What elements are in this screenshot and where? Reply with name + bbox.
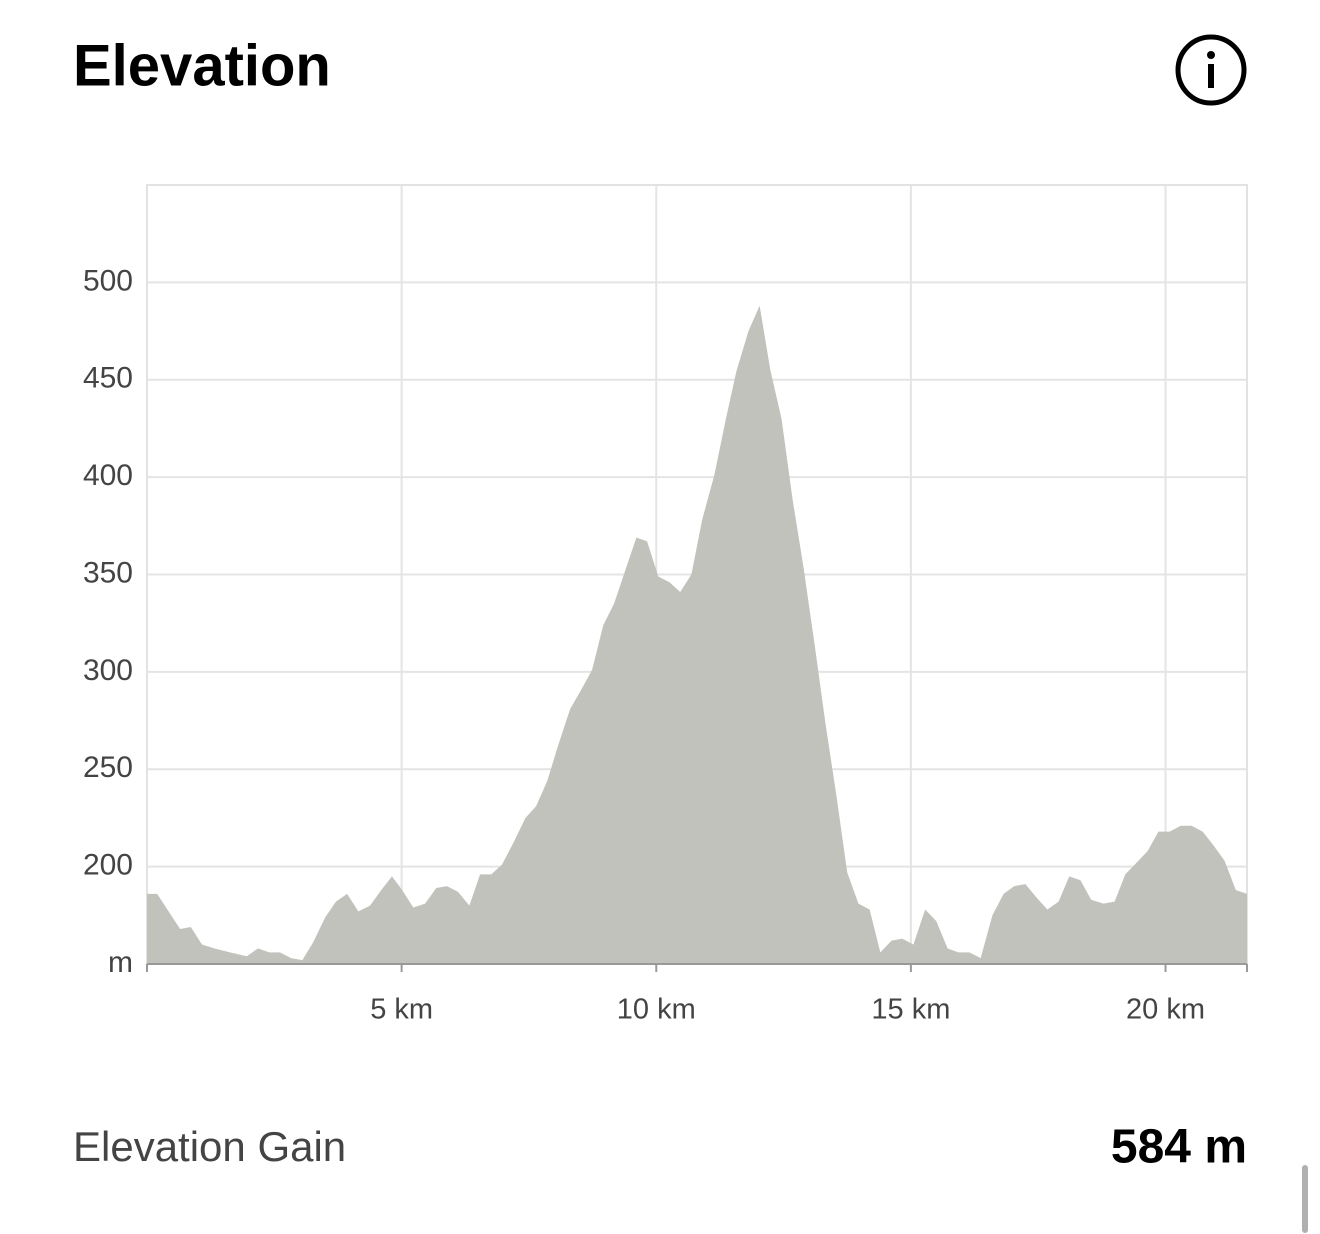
gain-value: 584 m	[1111, 1121, 1247, 1174]
tick-labels: m 200 250 300 350 400 450 500 5 km 10 km 15 km 20 k…	[83, 264, 1205, 1025]
info-icon[interactable]	[1175, 34, 1247, 106]
plot: m 200 250 300 350 400 450 500 5 km 10 km 15 km 20 k…	[83, 185, 1248, 1026]
x-tick-label: 20 km	[1126, 994, 1205, 1026]
x-tick-label: 15 km	[871, 994, 950, 1026]
y-tick-label: 400	[83, 459, 133, 492]
x-tick-label: 10 km	[617, 994, 696, 1026]
info-icon-dot	[1207, 51, 1215, 59]
title: Elevation	[73, 33, 331, 98]
info-icon-stem	[1208, 64, 1214, 88]
y-tick-label: m	[108, 946, 133, 979]
gain-label: Elevation Gain	[73, 1123, 346, 1170]
y-tick-label: 350	[83, 556, 133, 589]
y-tick-label: 500	[83, 264, 133, 297]
x-tick-label: 5 km	[370, 994, 433, 1026]
y-tick-label: 250	[83, 751, 133, 784]
elevation-area	[147, 305, 1247, 964]
y-tick-label: 200	[83, 849, 133, 882]
y-tick-label: 300	[83, 654, 133, 687]
y-tick-label: 450	[83, 362, 133, 395]
info-button[interactable]	[1175, 34, 1247, 106]
scrollbar[interactable]	[1302, 1165, 1308, 1233]
